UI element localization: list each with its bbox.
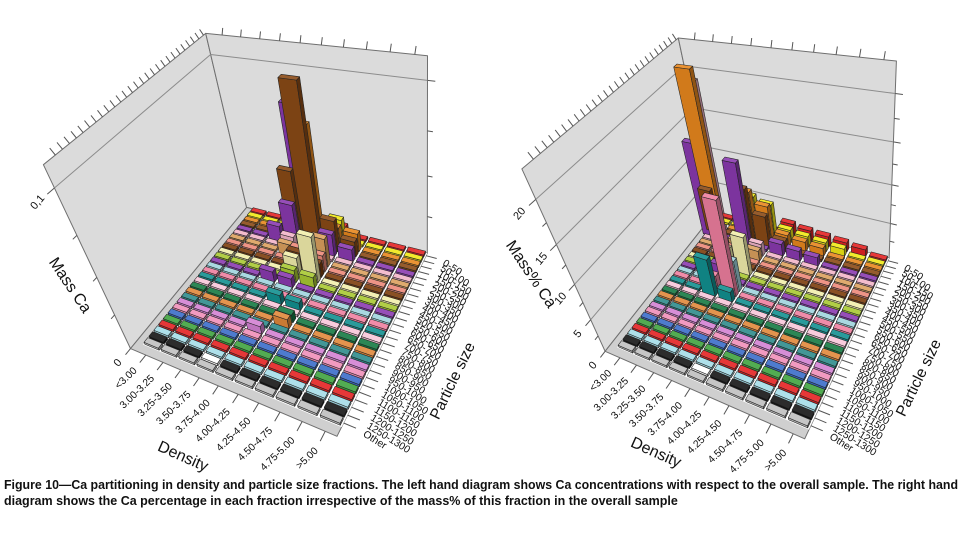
svg-text:diagram shows the Ca percentag: diagram shows the Ca percentage in each … (4, 494, 678, 508)
svg-text:Figure 10—Ca partitioning in d: Figure 10—Ca partitioning in density and… (4, 478, 958, 492)
